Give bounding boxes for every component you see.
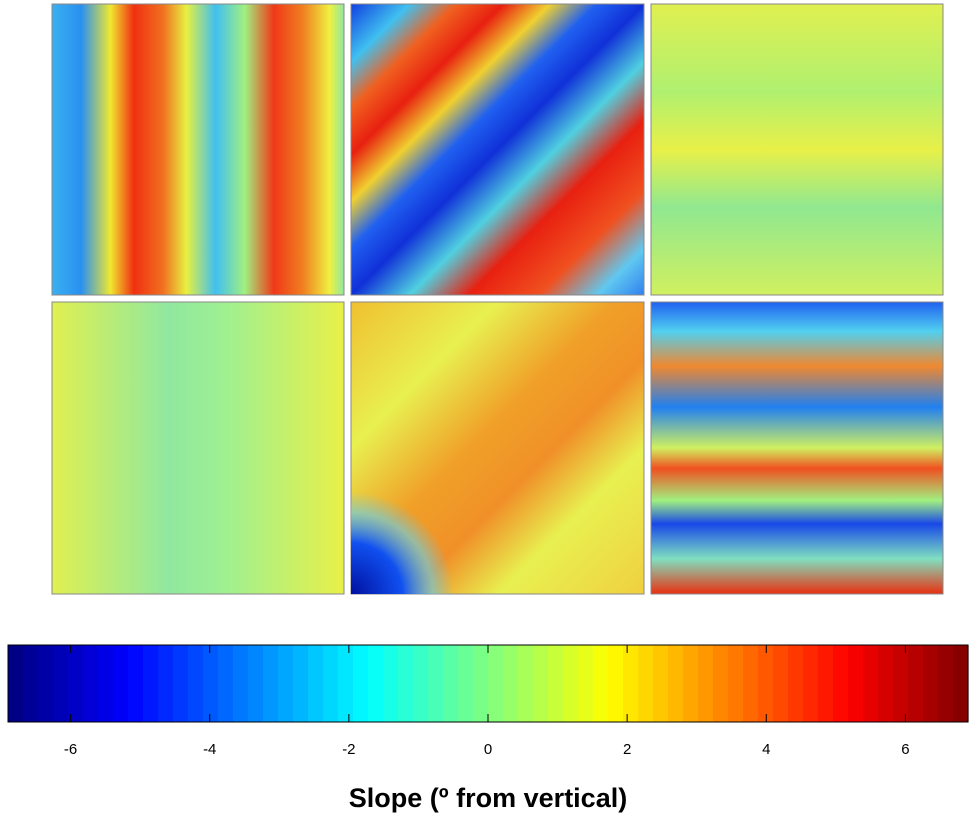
color-step xyxy=(758,645,774,722)
color-step xyxy=(488,645,504,722)
axis-label: Slope (º from vertical) xyxy=(349,783,627,813)
color-step xyxy=(53,645,69,722)
color-step xyxy=(683,645,699,722)
color-step xyxy=(338,645,354,722)
color-step xyxy=(863,645,879,722)
color-step xyxy=(278,645,294,722)
color-step xyxy=(713,645,729,722)
color-step xyxy=(788,645,804,722)
color-step xyxy=(878,645,894,722)
color-step xyxy=(398,645,414,722)
color-step xyxy=(608,645,624,722)
color-step xyxy=(143,645,159,722)
color-step xyxy=(308,645,324,722)
color-step xyxy=(68,645,84,722)
slope-map xyxy=(350,3,645,296)
slope-map xyxy=(650,3,944,296)
color-step xyxy=(803,645,819,722)
color-step xyxy=(698,645,714,722)
color-step xyxy=(548,645,564,722)
color-step xyxy=(233,645,249,722)
tick-label: 6 xyxy=(901,741,909,758)
color-step xyxy=(473,645,489,722)
color-step xyxy=(413,645,429,722)
color-step xyxy=(743,645,759,722)
color-step xyxy=(203,645,219,722)
color-step xyxy=(323,645,339,722)
color-step xyxy=(923,645,939,722)
color-step xyxy=(173,645,189,722)
color-step xyxy=(623,645,639,722)
slope-map xyxy=(650,301,944,595)
color-step xyxy=(248,645,264,722)
color-step xyxy=(293,645,309,722)
color-step xyxy=(113,645,129,722)
color-step xyxy=(383,645,399,722)
color-step xyxy=(368,645,384,722)
color-step xyxy=(158,645,174,722)
color-step xyxy=(833,645,849,722)
color-step xyxy=(188,645,204,722)
slope-map xyxy=(51,301,345,595)
colorbar xyxy=(8,645,969,722)
color-step xyxy=(83,645,99,722)
color-step xyxy=(38,645,54,722)
color-step xyxy=(458,645,474,722)
color-step xyxy=(938,645,954,722)
color-step xyxy=(263,645,279,722)
color-step xyxy=(668,645,684,722)
tick-label: 4 xyxy=(762,741,770,758)
color-step xyxy=(503,645,519,722)
color-step xyxy=(563,645,579,722)
color-step xyxy=(218,645,234,722)
color-step xyxy=(533,645,549,722)
color-step xyxy=(353,645,369,722)
tick-label: 0 xyxy=(484,741,492,758)
color-step xyxy=(128,645,144,722)
slope-map-overlay xyxy=(351,302,644,594)
color-step xyxy=(23,645,39,722)
color-step xyxy=(8,645,24,722)
color-step xyxy=(593,645,609,722)
color-step xyxy=(98,645,114,722)
color-step xyxy=(773,645,789,722)
color-step xyxy=(818,645,834,722)
color-step xyxy=(518,645,534,722)
tick-label: -4 xyxy=(203,741,216,758)
color-step xyxy=(428,645,444,722)
tick-label: -2 xyxy=(342,741,355,758)
slope-map xyxy=(51,3,345,296)
color-step xyxy=(653,645,669,722)
color-step xyxy=(638,645,654,722)
color-step xyxy=(728,645,744,722)
color-step xyxy=(578,645,594,722)
color-step xyxy=(443,645,459,722)
tick-label: 2 xyxy=(623,741,631,758)
color-step xyxy=(848,645,864,722)
color-step xyxy=(953,645,969,722)
color-step xyxy=(908,645,924,722)
tick-label: -6 xyxy=(64,741,77,758)
color-step xyxy=(893,645,909,722)
